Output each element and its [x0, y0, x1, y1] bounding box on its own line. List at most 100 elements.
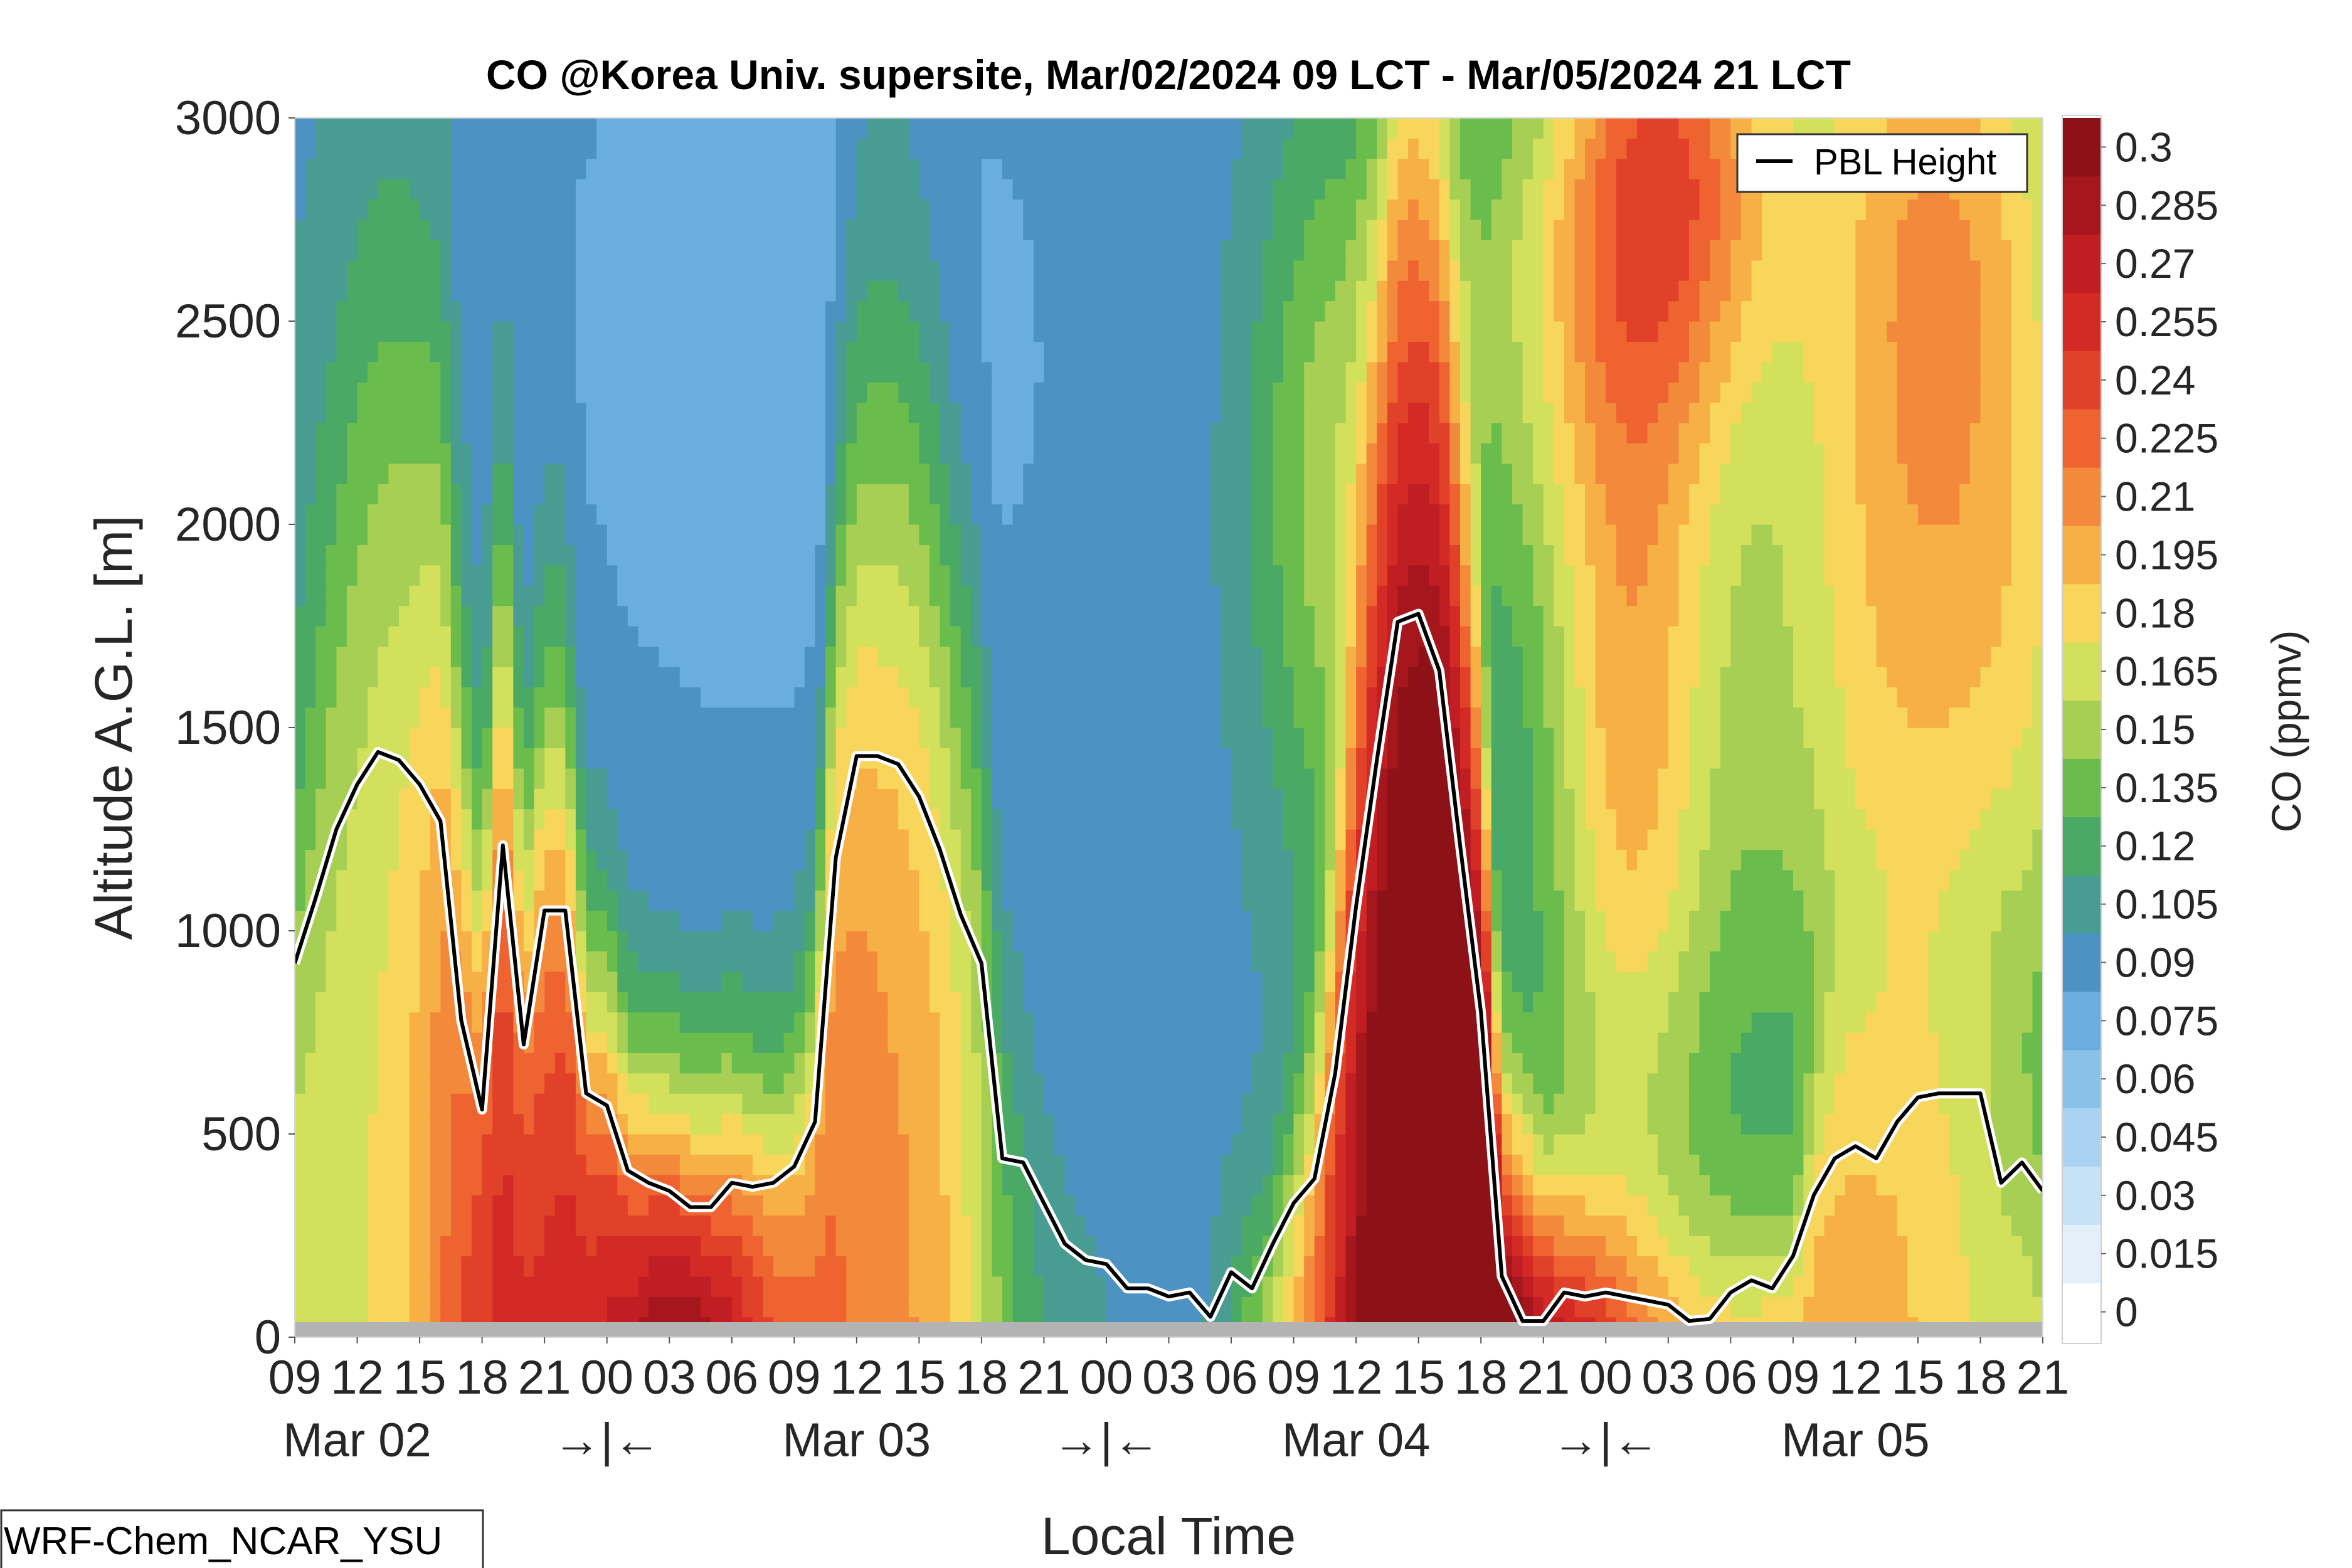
heatmap-cell	[523, 1093, 535, 1115]
heatmap-cell	[1740, 1052, 1752, 1074]
heatmap-cell	[1116, 931, 1128, 951]
heatmap-cell	[1512, 748, 1523, 769]
heatmap-cell	[315, 951, 327, 972]
heatmap-cell	[960, 1012, 972, 1033]
heatmap-cell	[940, 1093, 951, 1115]
heatmap-cell	[1678, 808, 1690, 830]
heatmap-cell	[1096, 1236, 1107, 1256]
heatmap-cell	[430, 748, 441, 769]
heatmap-cell	[1033, 788, 1045, 810]
heatmap-cell	[607, 971, 618, 992]
heatmap-cell	[1158, 1174, 1170, 1195]
heatmap-cell	[1522, 1032, 1534, 1053]
heatmap-cell	[1085, 1215, 1096, 1236]
heatmap-cell	[804, 748, 816, 769]
heatmap-cell	[649, 788, 660, 810]
heatmap-cell	[721, 768, 733, 789]
heatmap-cell	[1574, 1032, 1586, 1053]
heatmap-cell	[295, 748, 306, 769]
heatmap-cell	[1814, 971, 1825, 992]
heatmap-cell	[825, 1113, 837, 1135]
heatmap-cell	[731, 931, 743, 951]
heatmap-cell	[315, 1113, 327, 1135]
heatmap-cell	[1699, 1052, 1710, 1074]
heatmap-cell	[649, 910, 660, 931]
heatmap-cell	[1876, 951, 1887, 972]
heatmap-cell	[649, 1012, 660, 1033]
heatmap-cell	[461, 768, 472, 789]
heatmap-cell	[1959, 890, 1971, 911]
heatmap-cell	[1044, 971, 1055, 992]
heatmap-cell	[877, 728, 889, 748]
heatmap-cell	[1554, 1256, 1565, 1277]
heatmap-cell	[1397, 728, 1409, 748]
heatmap-cell	[1470, 1113, 1481, 1135]
heatmap-cell	[596, 971, 608, 992]
heatmap-cell	[1533, 1256, 1544, 1277]
heatmap-cell	[398, 1073, 410, 1094]
heatmap-cell	[773, 728, 785, 748]
heatmap-cell	[586, 748, 597, 769]
heatmap-cell	[1460, 1215, 1471, 1236]
heatmap-cell	[305, 1236, 316, 1256]
heatmap-cell	[1887, 931, 1898, 951]
heatmap-cell	[887, 910, 899, 931]
heatmap-cell	[315, 1134, 327, 1155]
heatmap-cell	[1616, 748, 1628, 769]
heatmap-cell	[1928, 951, 1939, 972]
heatmap-cell	[763, 1073, 774, 1094]
heatmap-cell	[1179, 1032, 1190, 1053]
heatmap-cell	[1356, 1093, 1367, 1115]
heatmap-cell	[315, 1256, 327, 1277]
heatmap-cell	[992, 951, 1003, 972]
heatmap-cell	[669, 931, 681, 951]
heatmap-cell	[898, 1134, 909, 1155]
heatmap-cell	[1845, 1012, 1856, 1033]
heatmap-cell	[1283, 1154, 1295, 1175]
heatmap-cell	[1616, 1236, 1628, 1256]
heatmap-cell	[971, 1032, 982, 1053]
heatmap-cell	[305, 951, 316, 972]
heatmap-cell	[1491, 1073, 1502, 1094]
heatmap-cell	[1408, 1195, 1419, 1216]
heatmap-cell	[981, 1195, 993, 1216]
heatmap-cell	[1262, 1154, 1273, 1175]
heatmap-cell	[1917, 1113, 1929, 1135]
heatmap-cell	[1418, 1093, 1429, 1115]
heatmap-cell	[544, 1093, 556, 1115]
heatmap-cell	[1949, 910, 1960, 931]
heatmap-cell	[326, 1215, 337, 1236]
heatmap-cell	[596, 768, 608, 789]
heatmap-cell	[1064, 1215, 1076, 1236]
heatmap-cell	[731, 992, 743, 1013]
heatmap-cell	[1418, 992, 1429, 1013]
heatmap-cell	[1803, 1032, 1814, 1053]
heatmap-cell	[992, 1012, 1003, 1033]
heatmap-cell	[649, 1052, 660, 1074]
heatmap-cell	[1116, 890, 1128, 911]
heatmap-cell	[1148, 768, 1159, 789]
heatmap-cell	[1356, 1113, 1367, 1135]
heatmap-cell	[1064, 788, 1076, 810]
heatmap-cell	[1262, 1174, 1273, 1195]
heatmap-cell	[1626, 931, 1638, 951]
heatmap-cell	[1387, 931, 1399, 951]
heatmap-cell	[523, 910, 535, 931]
heatmap-cell	[1991, 808, 2002, 830]
heatmap-cell	[659, 728, 670, 748]
heatmap-cell	[1688, 890, 1700, 911]
heatmap-cell	[1688, 1276, 1700, 1297]
heatmap-cell	[659, 971, 670, 992]
heatmap-cell	[1606, 1134, 1617, 1155]
heatmap-cell	[1012, 890, 1024, 911]
heatmap-cell	[1751, 1052, 1762, 1074]
heatmap-cell	[638, 992, 649, 1013]
heatmap-cell	[368, 1073, 379, 1094]
heatmap-cell	[1439, 1012, 1451, 1033]
heatmap-cell	[2011, 808, 2023, 830]
heatmap-cell	[586, 1215, 597, 1236]
heatmap-cell	[1606, 1236, 1617, 1256]
heatmap-cell	[1293, 768, 1305, 789]
heatmap-cell	[1106, 1236, 1118, 1256]
heatmap-cell	[659, 1296, 670, 1318]
